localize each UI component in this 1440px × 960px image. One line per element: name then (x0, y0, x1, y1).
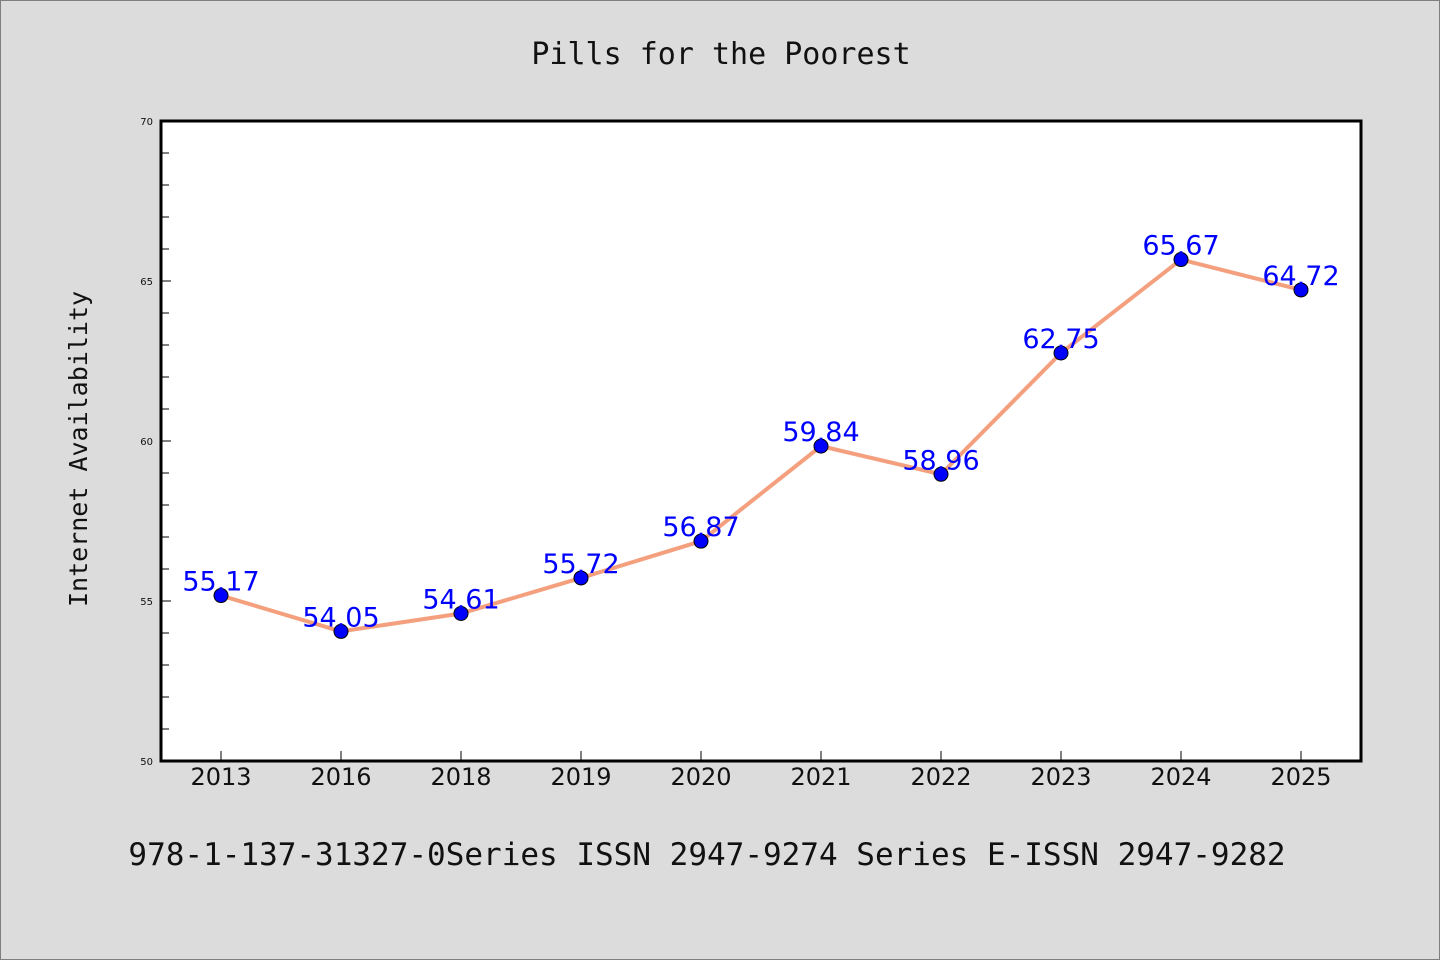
data-point (813, 438, 829, 454)
series-layer (213, 252, 1309, 639)
data-label: 55.72 (542, 549, 619, 580)
data-label: 55.17 (182, 567, 259, 598)
y-tick-label: 65 (140, 277, 153, 288)
data-point (933, 466, 949, 482)
y-tick-label: 60 (140, 437, 153, 448)
data-point (693, 533, 709, 549)
plot-frame (159, 119, 1363, 763)
x-tick-label: 2021 (790, 763, 851, 791)
y-tick-label: 55 (140, 597, 153, 608)
data-label: 56.87 (662, 512, 739, 543)
x-tick-label: 2013 (190, 763, 251, 791)
x-tick-label: 2016 (310, 763, 371, 791)
x-axis: 2013 2016 2018 2019 2020 2021 2022 2023 2024 2025 (190, 751, 1332, 791)
footer-identifiers: 978-1-137-31327-0Series ISSN 2947-9274 S… (128, 837, 1285, 873)
data-label: 59.84 (782, 417, 859, 448)
data-label: 58.96 (902, 445, 979, 476)
chart-title: Pills for the Poorest (531, 37, 910, 72)
data-point (1053, 345, 1069, 361)
y-axis-label: Internet Availability (64, 291, 93, 607)
plot-area (161, 121, 1361, 761)
data-label: 62.75 (1022, 324, 1099, 355)
x-tick-label: 2023 (1030, 763, 1091, 791)
data-point (1293, 282, 1309, 298)
series-line (219, 257, 1303, 634)
x-tick-label: 2024 (1150, 763, 1211, 791)
data-label: 54.61 (422, 584, 499, 615)
data-label: 65.67 (1142, 231, 1219, 262)
data-point (453, 605, 469, 621)
data-point (333, 623, 349, 639)
x-tick-label: 2018 (430, 763, 491, 791)
data-point (213, 588, 229, 604)
x-tick-label: 2020 (670, 763, 731, 791)
data-point (1173, 252, 1189, 268)
x-tick-label: 2022 (910, 763, 971, 791)
data-label: 64.72 (1262, 261, 1339, 292)
x-tick-label: 2019 (550, 763, 611, 791)
y-tick-label: 70 (140, 117, 153, 128)
y-tick-label: 50 (140, 757, 153, 768)
x-tick-label: 2025 (1270, 763, 1331, 791)
data-point (573, 570, 589, 586)
data-label: 54.05 (302, 602, 379, 633)
data-labels: 55.17 54.05 54.61 55.72 56.87 59.84 58.96 62.75… (182, 231, 1339, 634)
